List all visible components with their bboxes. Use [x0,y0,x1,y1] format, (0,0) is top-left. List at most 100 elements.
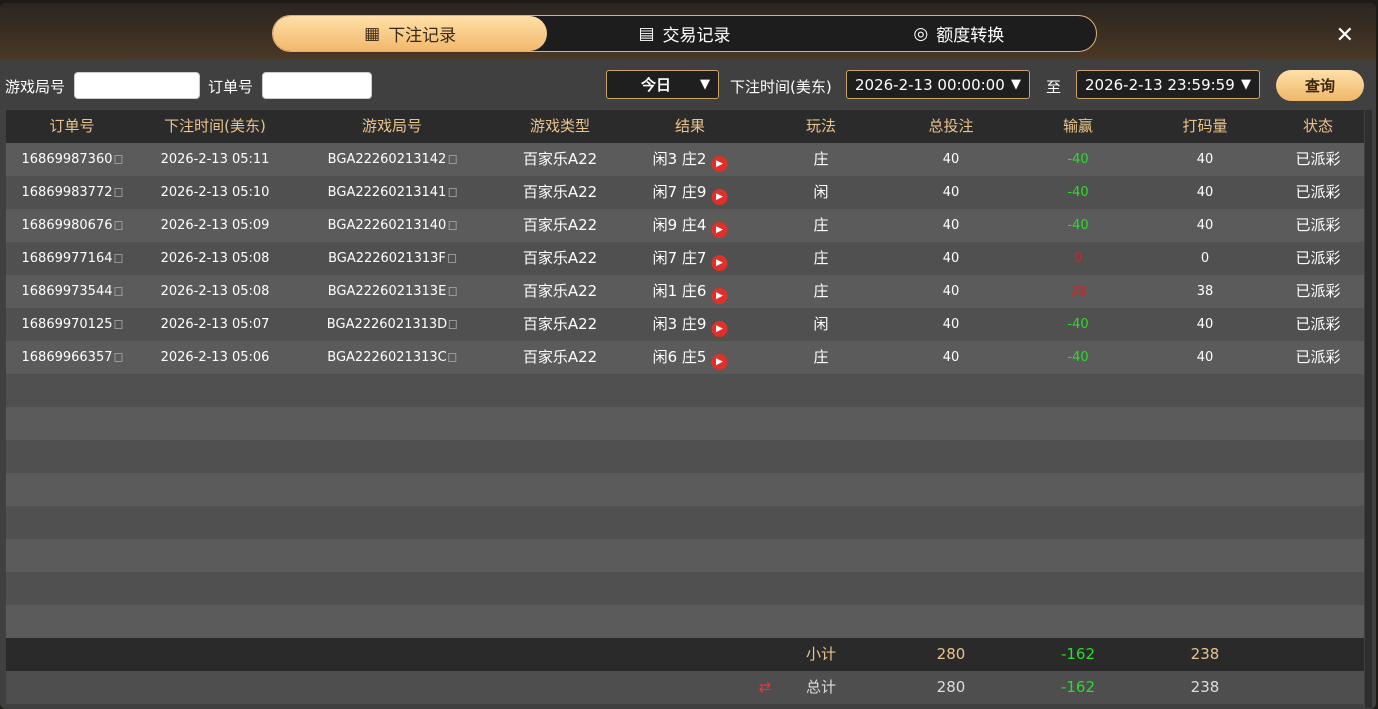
copy-icon[interactable] [114,155,123,164]
total-bet-text: 40 [942,350,960,365]
bet-type-text: 庄 [813,282,829,300]
column-header: 订单号 [49,117,95,135]
copy-icon[interactable] [448,353,457,362]
play-replay-icon[interactable]: ▶ [711,255,728,271]
status-text: 已派彩 [1295,348,1341,366]
status-text: 已派彩 [1295,216,1341,234]
bet-type-text: 庄 [813,150,829,168]
game-round-text: BGA2226021313E [327,284,447,299]
order-id-text: 16869973544 [21,284,113,299]
order-id: 16869983772 [22,176,123,209]
copy-icon[interactable] [114,320,123,329]
bet-records-table: 订单号 下注时间(美东) 游戏局号 游戏类型 结果 玩法 总投注 输赢 打码量 状态 1686998… [6,110,1364,704]
result-text: 闲1 庄6 [652,282,707,300]
status: 已派彩 [1295,242,1340,275]
turnover: 0 [1201,242,1209,275]
copy-icon[interactable] [448,221,457,230]
table-row: 16869973544 2026-2-13 05:08 BGA2226021313E… [6,275,1364,308]
bet-type: 庄 [813,275,828,308]
total-bet-text: 40 [942,251,960,266]
start-time-select[interactable]: 2026-2-13 00:00:00 ▼ [846,70,1030,99]
game-round-text: BGA2226021313F [328,251,446,266]
status: 已派彩 [1295,341,1340,374]
game-type: 百家乐A22 [523,209,597,242]
table-row: 16869980676 2026-2-13 05:09 BGA22260213140… [6,209,1364,242]
win-loss-text: 0 [1073,251,1083,266]
copy-icon[interactable] [449,320,458,329]
copy-icon[interactable] [447,254,456,263]
copy-icon[interactable] [448,155,457,164]
empty-row [6,473,1364,506]
tab-credit-transfer[interactable]: ◎ 额度转换 [822,16,1096,51]
play-replay-icon[interactable]: ▶ [711,354,728,370]
tab-transaction-records[interactable]: ▤ 交易记录 [547,16,821,51]
copy-icon[interactable] [114,221,123,230]
game-round-text: BGA22260213140 [327,218,447,233]
win-loss: -40 [1067,209,1088,242]
bet-time: 2026-2-13 05:10 [161,176,270,209]
game-round: BGA2226021313E [328,275,457,308]
query-button[interactable]: 查询 [1276,70,1364,101]
total-bet: 280 [936,678,966,696]
order-id-text: 16869983772 [21,185,113,200]
game-type-text: 百家乐A22 [522,216,598,234]
total-bet-text: 40 [942,185,960,200]
tab-bet-records[interactable]: ▦ 下注记录 [273,16,548,51]
order-id-text: 16869977164 [21,251,113,266]
empty-row [6,374,1364,407]
column-header: 总投注 [928,117,974,135]
column-header: 下注时间(美东) [164,117,266,135]
bet-time: 2026-2-13 05:06 [161,341,270,374]
column-header: 输赢 [1062,117,1094,135]
play-replay-icon[interactable]: ▶ [711,222,728,238]
empty-row [6,605,1364,638]
game-round-input[interactable] [74,72,200,99]
bet-time-text: 2026-2-13 05:08 [160,284,270,299]
copy-icon[interactable] [448,188,457,197]
status-text: 已派彩 [1295,183,1341,201]
result-text: 闲3 庄9 [652,315,707,333]
result: 闲6 庄5 ▶ [653,341,728,374]
order-id: 16869966357 [22,341,123,374]
order-id-text: 16869980676 [21,218,113,233]
table-row: 16869966357 2026-2-13 05:06 BGA2226021313C… [6,341,1364,374]
status: 已派彩 [1295,275,1340,308]
close-icon[interactable]: ✕ [1335,23,1354,48]
chevron-down-icon: ▼ [1011,77,1021,92]
game-type-text: 百家乐A22 [522,282,598,300]
subtotal-bet: 280 [936,645,966,663]
status: 已派彩 [1295,209,1340,242]
win-loss-text: -40 [1067,350,1089,365]
end-time-select[interactable]: 2026-2-13 23:59:59 ▼ [1076,70,1260,99]
copy-icon[interactable] [114,287,123,296]
tab-label: 额度转换 [936,26,1005,46]
total-bet: 40 [943,209,960,242]
copy-icon[interactable] [114,254,123,263]
bet-type-text: 闲 [813,315,829,333]
game-round: BGA22260213140 [328,209,457,242]
end-time-value: 2026-2-13 23:59:59 [1085,75,1235,94]
result: 闲3 庄9 ▶ [653,308,728,341]
game-round: BGA22260213142 [328,143,457,176]
filter-bar: 游戏局号 订单号 今日 ▼ 下注时间(美东) 2026-2-13 00:00:00… [0,70,1376,102]
period-select[interactable]: 今日 ▼ [606,70,719,99]
total-bet: 40 [943,275,960,308]
order-input[interactable] [262,72,372,99]
play-replay-icon[interactable]: ▶ [711,189,728,205]
game-type: 百家乐A22 [523,143,597,176]
to-label: 至 [1046,78,1062,96]
turnover-text: 38 [1196,284,1214,299]
status: 已派彩 [1295,143,1340,176]
header: ▦ 下注记录 ▤ 交易记录 ◎ 额度转换 ✕ [0,3,1376,59]
turnover: 40 [1197,176,1214,209]
copy-icon[interactable] [114,353,123,362]
scrollbar[interactable] [1365,110,1372,708]
chevron-down-icon: ▼ [700,77,710,92]
copy-icon[interactable] [448,287,457,296]
result: 闲9 庄4 ▶ [653,209,728,242]
play-replay-icon[interactable]: ▶ [711,321,728,337]
table-header: 订单号 下注时间(美东) 游戏局号 游戏类型 结果 玩法 总投注 输赢 打码量 状态 [6,110,1364,143]
play-replay-icon[interactable]: ▶ [711,288,728,304]
copy-icon[interactable] [114,188,123,197]
play-replay-icon[interactable]: ▶ [711,156,728,172]
